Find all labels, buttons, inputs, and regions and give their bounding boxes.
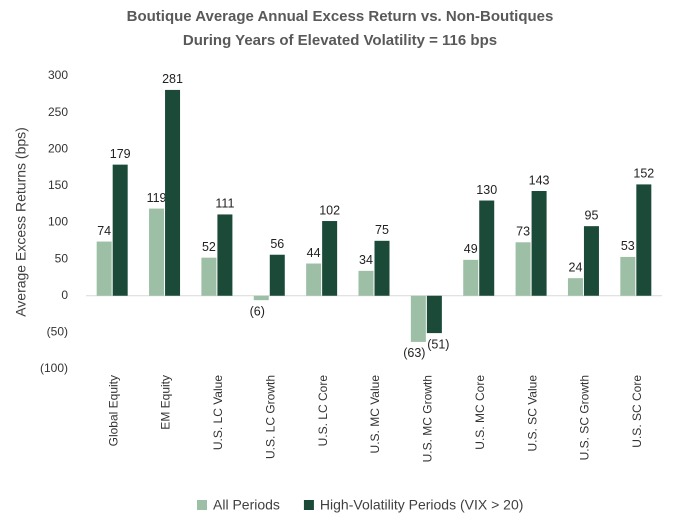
bar (374, 240, 390, 296)
x-tick-label: U.S. MC Value (368, 375, 382, 454)
x-tick-label: Global Equity (106, 375, 120, 446)
bar (636, 184, 652, 296)
bar (201, 257, 217, 296)
bar (426, 295, 442, 334)
data-label: 56 (270, 237, 284, 251)
bar (217, 214, 233, 296)
chart-subtitle: During Years of Elevated Volatility = 11… (183, 32, 497, 49)
bar (410, 295, 426, 342)
bar (515, 242, 531, 296)
data-label: 95 (585, 208, 599, 222)
data-label: 102 (319, 203, 340, 217)
data-label: (63) (403, 346, 425, 360)
bar (306, 263, 322, 296)
y-tick-label: 300 (48, 68, 68, 82)
x-tick-label: U.S. LC Growth (263, 375, 277, 459)
y-tick-label: (50) (47, 325, 68, 339)
data-label: 34 (359, 253, 373, 267)
y-tick-label: (100) (40, 361, 68, 375)
data-label: 119 (147, 191, 167, 205)
bar (583, 226, 599, 296)
bar (112, 164, 128, 296)
data-label: 143 (529, 173, 550, 187)
data-label: (51) (427, 337, 449, 351)
legend-swatch (197, 500, 207, 510)
bar (269, 254, 285, 296)
x-tick-label: EM Equity (159, 375, 173, 430)
data-label: 152 (633, 167, 654, 181)
y-tick-label: 150 (48, 178, 68, 192)
data-label: 74 (97, 224, 111, 238)
data-label: 179 (110, 147, 131, 161)
chart-title: Boutique Average Annual Excess Return vs… (127, 8, 554, 25)
bar (322, 221, 338, 296)
x-tick-label: U.S. MC Growth (421, 375, 435, 462)
bar (567, 278, 583, 296)
x-tick-label: U.S. MC Core (473, 375, 487, 450)
data-label: 49 (464, 242, 478, 256)
x-tick-label: U.S. SC Core (630, 375, 644, 448)
bar (96, 241, 112, 296)
x-tick-label: U.S. SC Growth (578, 375, 592, 460)
data-label: 44 (307, 246, 321, 260)
y-tick-label: 50 (55, 251, 69, 265)
y-tick-label: 250 (48, 105, 68, 119)
data-label: 281 (162, 72, 183, 86)
data-label: 111 (215, 197, 234, 211)
y-tick-label: 0 (61, 288, 68, 302)
data-label: 130 (476, 183, 497, 197)
bar (620, 256, 636, 296)
data-label: 52 (202, 240, 216, 254)
data-label: 53 (621, 239, 635, 253)
bar (358, 270, 374, 296)
data-label: 75 (375, 223, 389, 237)
y-tick-label: 200 (48, 141, 68, 155)
data-label: 24 (569, 260, 583, 274)
x-tick-label: U.S. LC Value (211, 375, 225, 450)
x-tick-label: U.S. SC Value (525, 375, 539, 452)
legend-label: High-Volatility Periods (VIX > 20) (320, 497, 523, 513)
data-label: 73 (516, 225, 530, 239)
bar (253, 295, 269, 301)
bar (149, 208, 165, 296)
legend-label: All Periods (213, 497, 280, 513)
y-tick-label: 100 (48, 215, 68, 229)
legend-swatch (303, 500, 314, 510)
y-axis-label: Average Excess Returns (bps) (13, 127, 29, 317)
bar (531, 191, 547, 296)
x-tick-label: U.S. LC Core (316, 375, 330, 447)
bar (479, 200, 495, 296)
data-label: (6) (250, 304, 265, 318)
bar (165, 89, 181, 296)
bar (463, 259, 479, 296)
